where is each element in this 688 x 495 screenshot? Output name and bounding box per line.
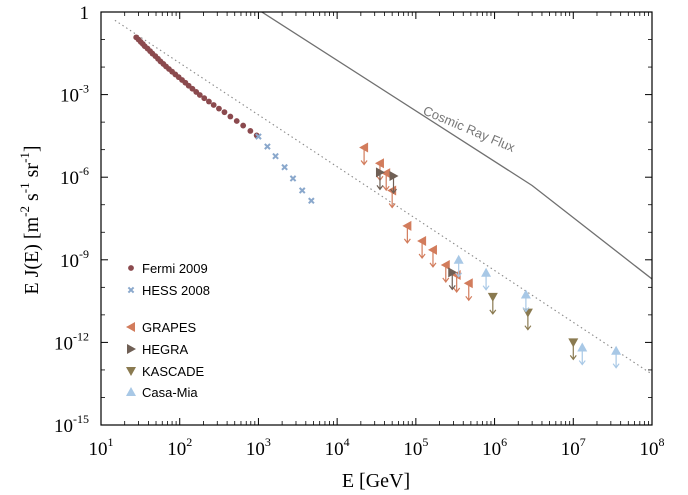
casa-mia-point [481,267,492,291]
fermi-2009-point [227,113,234,120]
hess-2008-point [289,175,297,182]
grapes-point [359,142,369,166]
grapes-point [387,185,397,209]
x-tick-label: 102 [167,435,192,460]
legend-marker [127,286,135,294]
reference-curves [114,12,652,375]
casa-mia-point [453,254,464,278]
cosmic-ray-flux-label: Cosmic Ray Flux [421,103,518,155]
fermi-2009-point [206,98,212,105]
fermi-2009-point [221,109,228,116]
kascade-point [487,292,498,315]
hess-2008-point [308,197,315,205]
y-axis-title: E J(E) [m-2 s-1 sr-1] [17,145,43,294]
fermi-2009-point [210,102,217,108]
casa-mia-point [611,345,622,369]
plot-frame [100,11,653,426]
x-tick-label: 103 [246,435,271,460]
hegra-point [375,167,385,191]
kascade-point [568,338,579,361]
fermi-2009-point [247,128,254,134]
y-tick-label: 10-6 [60,164,89,189]
hess-2008-point [272,152,279,160]
grapes-point [427,244,437,268]
y-tick-label: 10-3 [60,82,89,107]
x-tick-label: 101 [89,435,114,460]
legend-marker [128,265,134,271]
x-tick-label: 108 [640,435,665,460]
grapes-point [381,168,391,192]
cosmic-ray-flux-line [260,12,652,280]
y-tick-label: 10-12 [54,329,89,354]
fermi-2009-point [189,85,196,92]
fermi-2009-point [233,118,240,124]
hess-2008-point [281,163,288,171]
grapes-point [440,259,450,283]
legend-label: Casa-Mia [142,385,198,400]
x-tick-label: 104 [325,435,350,460]
data-points [133,34,622,369]
legend-marker [126,387,136,396]
y-tick-label: 1 [80,3,90,24]
casa-mia-point [520,289,531,313]
x-tick-label: 105 [403,435,428,460]
legend-marker [127,344,136,354]
annotations: Cosmic Ray Flux [421,103,518,155]
legend-label: HESS 2008 [142,283,210,298]
x-tick-label: 107 [561,435,586,460]
x-tick-label: 106 [482,435,507,460]
fermi-2009-point [216,105,222,112]
legend: Fermi 2009 HESS 2008 GRAPES HEGRA KASCADE Cas… [126,261,210,400]
grapes-point [463,278,473,302]
legend-marker [126,322,135,332]
grapes-point [402,220,412,244]
x-axis-title: E [GeV] [342,470,410,492]
legend-marker [126,367,136,376]
legend-label: HEGRA [142,342,189,357]
fermi-2009-point [201,95,208,102]
casa-mia-point [577,342,588,366]
kascade-point [522,308,533,331]
fermi-2009-point [240,122,247,129]
y-tick-label: 10-9 [60,247,89,272]
legend-label: GRAPES [142,320,197,335]
legend-label: KASCADE [142,364,204,379]
axes: 101 102 103 104 105 106 107 108 1 10-3 10-6 10-9 10-… [54,3,665,460]
y-tick-label: 10-15 [54,412,89,437]
hegra-point [389,171,399,195]
hegra-point [448,267,458,291]
grapes-point [417,236,427,260]
hess-2008-point [298,187,306,194]
legend-label: Fermi 2009 [142,261,208,276]
hess-2008-point [264,143,271,150]
fermi-2009-point [196,92,203,98]
hess-2008-point [255,133,262,140]
dotted-reference-line [114,19,652,375]
